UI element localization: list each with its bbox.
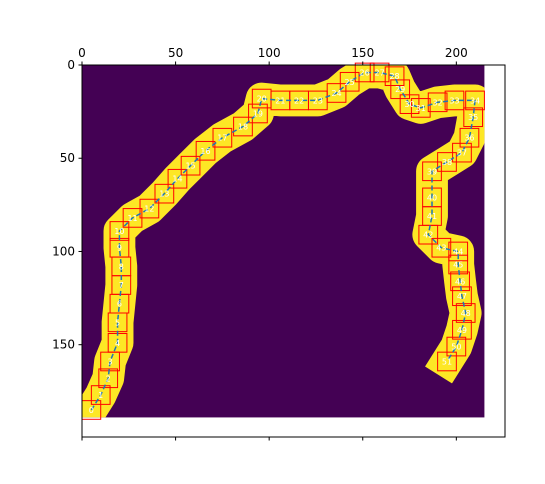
point-label: 40 [427, 193, 437, 202]
x-tick-label: 50 [168, 46, 183, 60]
point-label: 49 [457, 326, 467, 335]
point-label: 18 [238, 123, 248, 132]
y-tick-label: 50 [60, 151, 75, 165]
point-label: 50 [451, 343, 461, 352]
x-tick-label: 150 [351, 46, 374, 60]
point-label: 32 [433, 98, 443, 107]
point-label: 30 [404, 100, 414, 109]
point-label: 8 [119, 262, 124, 271]
point-label: 45 [453, 261, 463, 270]
box [450, 271, 470, 292]
point-label: 11 [127, 214, 137, 223]
point-label: 37 [457, 149, 467, 158]
point-label: 51 [442, 357, 452, 366]
box [180, 155, 201, 176]
box [399, 94, 420, 114]
point-label: 13 [159, 190, 169, 199]
point-label: 38 [442, 158, 452, 167]
point-label: 27 [375, 68, 385, 77]
point-label: 41 [427, 212, 437, 221]
box [98, 368, 119, 389]
box [167, 168, 188, 189]
point-label: 7 [119, 281, 124, 290]
point-label: 6 [117, 300, 122, 309]
box [459, 127, 480, 148]
y-tick-label: 150 [52, 338, 75, 352]
point-label: 47 [457, 292, 467, 301]
x-tick-label: 200 [445, 46, 468, 60]
point-label: 12 [144, 205, 154, 214]
box [384, 66, 405, 87]
point-label: 16 [200, 147, 210, 156]
box [463, 107, 484, 128]
y-tick-label: 100 [52, 244, 75, 258]
point-label: 1 [98, 391, 103, 400]
point-label: 39 [427, 167, 437, 176]
point-label: 9 [117, 244, 122, 253]
point-label: 25 [345, 78, 355, 87]
point-label: 31 [416, 104, 426, 113]
box [448, 241, 469, 262]
box [248, 103, 268, 124]
path-line [90, 71, 476, 411]
box [418, 224, 439, 245]
point-label: 5 [115, 318, 120, 327]
box [437, 351, 457, 372]
box [233, 116, 253, 137]
point-label: 42 [423, 231, 433, 240]
point-label: 14 [172, 175, 182, 184]
point-label: 34 [470, 96, 480, 105]
x-tick-label: 100 [258, 46, 281, 60]
point-label: 33 [449, 96, 459, 105]
point-label: 22 [294, 96, 304, 105]
box [431, 237, 452, 258]
y-tick-label: 0 [67, 58, 75, 72]
box [410, 98, 431, 118]
point-label: 29 [395, 85, 405, 94]
box [109, 221, 130, 241]
box [212, 127, 233, 148]
point-label: 21 [275, 96, 285, 105]
point-label: 35 [468, 113, 478, 122]
point-label: 28 [389, 72, 399, 81]
point-label: 15 [185, 162, 195, 171]
point-label: 4 [115, 339, 120, 348]
point-label: 3 [108, 357, 113, 366]
point-label: 24 [331, 89, 341, 98]
point-label: 20 [257, 95, 267, 104]
box [326, 83, 347, 103]
point-label: 0 [89, 406, 94, 415]
box [427, 92, 448, 113]
point-label: 46 [455, 277, 465, 286]
box [139, 198, 160, 219]
point-label: 2 [106, 374, 111, 383]
x-tick-label: 0 [78, 46, 86, 60]
box [452, 286, 472, 307]
point-label: 10 [114, 227, 124, 236]
box [90, 385, 111, 405]
point-label: 17 [217, 134, 227, 143]
point-label: 23 [313, 96, 323, 105]
box [465, 90, 485, 111]
box [455, 303, 476, 323]
point-label: 19 [253, 109, 263, 118]
point-label: 36 [464, 134, 474, 143]
box [195, 140, 216, 161]
box [452, 319, 472, 340]
point-label: 44 [453, 247, 463, 256]
point-label: 43 [436, 244, 446, 253]
point-label: 26 [360, 68, 370, 77]
point-label: 48 [461, 309, 471, 318]
box [154, 183, 175, 204]
